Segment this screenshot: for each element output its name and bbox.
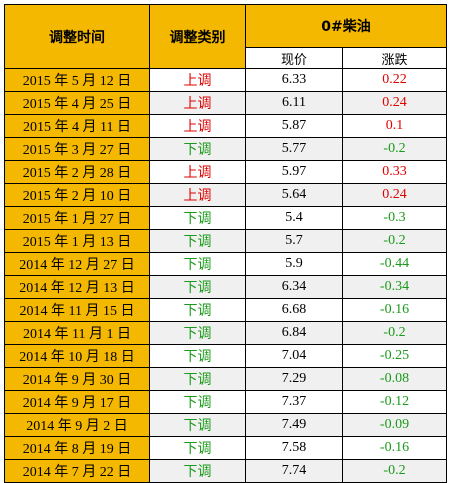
- table-row: 2014 年 9 月 17 日下调 7.37 -0.12: [4, 390, 448, 414]
- price-cell: 5.87: [245, 114, 343, 138]
- price-cell: 7.74: [245, 459, 343, 483]
- price-cell: 6.68: [245, 298, 343, 322]
- price-cell: 5.64: [245, 183, 343, 207]
- change-column-header: 涨跌: [341, 47, 448, 69]
- price-cell: 6.84: [245, 321, 343, 345]
- price-cell: 7.04: [245, 344, 343, 368]
- change-cell: 0.24: [341, 91, 448, 115]
- change-cell: -0.34: [341, 275, 448, 299]
- adjustment-type-cell: 上调: [149, 114, 246, 138]
- type-column-header: 调整类别: [149, 4, 246, 69]
- date-cell: 2014 年 9 月 30 日: [4, 367, 150, 391]
- date-cell: 2015 年 2 月 10 日: [4, 183, 150, 207]
- price-cell: 6.34: [245, 275, 343, 299]
- date-cell: 2014 年 11 月 15 日: [4, 298, 150, 322]
- change-cell: 0.1: [341, 114, 448, 138]
- date-column-header: 调整时间: [4, 4, 150, 69]
- change-cell: -0.16: [341, 298, 448, 322]
- date-cell: 2015 年 2 月 28 日: [4, 160, 150, 184]
- adjustment-type-cell: 下调: [149, 367, 246, 391]
- date-cell: 2015 年 5 月 12 日: [4, 68, 150, 92]
- adjustment-type-cell: 下调: [149, 275, 246, 299]
- price-cell: 5.9: [245, 252, 343, 276]
- diesel-price-table: 调整时间 调整类别 0#柴油 现价 涨跌 2015 年 5 月 12 日上调 6.…: [4, 4, 448, 483]
- change-cell: -0.2: [341, 229, 448, 253]
- table-row: 2015 年 3 月 27 日下调 5.77 -0.2: [4, 137, 448, 161]
- table-row: 2015 年 2 月 28 日上调 5.97 0.33: [4, 160, 448, 184]
- table-row: 2014 年 12 月 27 日下调 5.9 -0.44: [4, 252, 448, 276]
- table-row: 2014 年 7 月 22 日下调 7.74 -0.2: [4, 459, 448, 483]
- change-cell: -0.09: [341, 413, 448, 437]
- adjustment-type-cell: 上调: [149, 183, 246, 207]
- price-cell: 5.77: [245, 137, 343, 161]
- price-cell: 5.4: [245, 206, 343, 230]
- table-body: 2015 年 5 月 12 日上调 6.33 0.22 2015 年 4 月 25 日…: [4, 68, 448, 483]
- date-cell: 2014 年 9 月 17 日: [4, 390, 150, 414]
- change-cell: -0.2: [341, 137, 448, 161]
- date-cell: 2015 年 4 月 25 日: [4, 91, 150, 115]
- adjustment-type-cell: 下调: [149, 436, 246, 460]
- price-cell: 5.97: [245, 160, 343, 184]
- adjustment-type-cell: 下调: [149, 344, 246, 368]
- date-cell: 2014 年 7 月 22 日: [4, 459, 150, 483]
- adjustment-type-cell: 上调: [149, 91, 246, 115]
- table-row: 2015 年 2 月 10 日上调 5.64 0.24: [4, 183, 448, 207]
- date-cell: 2014 年 8 月 19 日: [4, 436, 150, 460]
- price-cell: 7.49: [245, 413, 343, 437]
- date-cell: 2014 年 10 月 18 日: [4, 344, 150, 368]
- adjustment-type-cell: 下调: [149, 298, 246, 322]
- change-cell: -0.2: [341, 459, 448, 483]
- header-row: 调整时间 调整类别 0#柴油: [4, 4, 448, 69]
- date-cell: 2015 年 3 月 27 日: [4, 137, 150, 161]
- subheader-row: 现价 涨跌: [5, 47, 448, 69]
- price-cell: 7.29: [245, 367, 343, 391]
- price-cell: 6.11: [245, 91, 343, 115]
- table-row: 2014 年 9 月 30 日下调 7.29 -0.08: [4, 367, 448, 391]
- adjustment-type-cell: 下调: [149, 137, 246, 161]
- table-row: 2014 年 11 月 15 日下调 6.68 -0.16: [4, 298, 448, 322]
- table-row: 2014 年 12 月 13 日下调 6.34 -0.34: [4, 275, 448, 299]
- change-cell: 0.33: [341, 160, 448, 184]
- date-cell: 2015 年 1 月 13 日: [4, 229, 150, 253]
- change-cell: -0.44: [341, 252, 448, 276]
- table-row: 2014 年 9 月 2 日下调 7.49 -0.09: [4, 413, 448, 437]
- adjustment-type-cell: 上调: [149, 160, 246, 184]
- table-row: 2015 年 5 月 12 日上调 6.33 0.22: [4, 68, 448, 92]
- price-cell: 6.33: [245, 68, 343, 92]
- change-cell: -0.2: [341, 321, 448, 345]
- table-row: 2015 年 4 月 11 日上调 5.87 0.1: [4, 114, 448, 138]
- date-cell: 2014 年 12 月 13 日: [4, 275, 150, 299]
- adjustment-type-cell: 下调: [149, 206, 246, 230]
- change-cell: -0.3: [341, 206, 448, 230]
- price-column-header: 现价: [245, 47, 343, 69]
- change-cell: -0.16: [341, 436, 448, 460]
- date-cell: 2014 年 9 月 2 日: [4, 413, 150, 437]
- change-cell: 0.24: [341, 183, 448, 207]
- table-row: 2015 年 1 月 27 日下调 5.4 -0.3: [4, 206, 448, 230]
- change-cell: -0.08: [341, 367, 448, 391]
- date-cell: 2015 年 1 月 27 日: [4, 206, 150, 230]
- fuel-column-header: 0#柴油: [244, 4, 448, 48]
- change-cell: 0.22: [341, 68, 448, 92]
- price-cell: 5.7: [245, 229, 343, 253]
- price-cell: 7.58: [245, 436, 343, 460]
- change-cell: -0.12: [341, 390, 448, 414]
- date-cell: 2014 年 12 月 27 日: [4, 252, 150, 276]
- adjustment-type-cell: 下调: [149, 229, 246, 253]
- adjustment-type-cell: 下调: [149, 459, 246, 483]
- change-cell: -0.25: [341, 344, 448, 368]
- adjustment-type-cell: 下调: [149, 252, 246, 276]
- table-row: 2014 年 11 月 1 日下调 6.84 -0.2: [4, 321, 448, 345]
- date-cell: 2014 年 11 月 1 日: [4, 321, 150, 345]
- adjustment-type-cell: 下调: [149, 390, 246, 414]
- table-row: 2015 年 1 月 13 日下调 5.7 -0.2: [4, 229, 448, 253]
- adjustment-type-cell: 下调: [149, 413, 246, 437]
- price-cell: 7.37: [245, 390, 343, 414]
- adjustment-type-cell: 上调: [149, 68, 246, 92]
- table-row: 2014 年 8 月 19 日下调 7.58 -0.16: [4, 436, 448, 460]
- table-row: 2015 年 4 月 25 日上调 6.11 0.24: [4, 91, 448, 115]
- table-row: 2014 年 10 月 18 日下调 7.04 -0.25: [4, 344, 448, 368]
- adjustment-type-cell: 下调: [149, 321, 246, 345]
- date-cell: 2015 年 4 月 11 日: [4, 114, 150, 138]
